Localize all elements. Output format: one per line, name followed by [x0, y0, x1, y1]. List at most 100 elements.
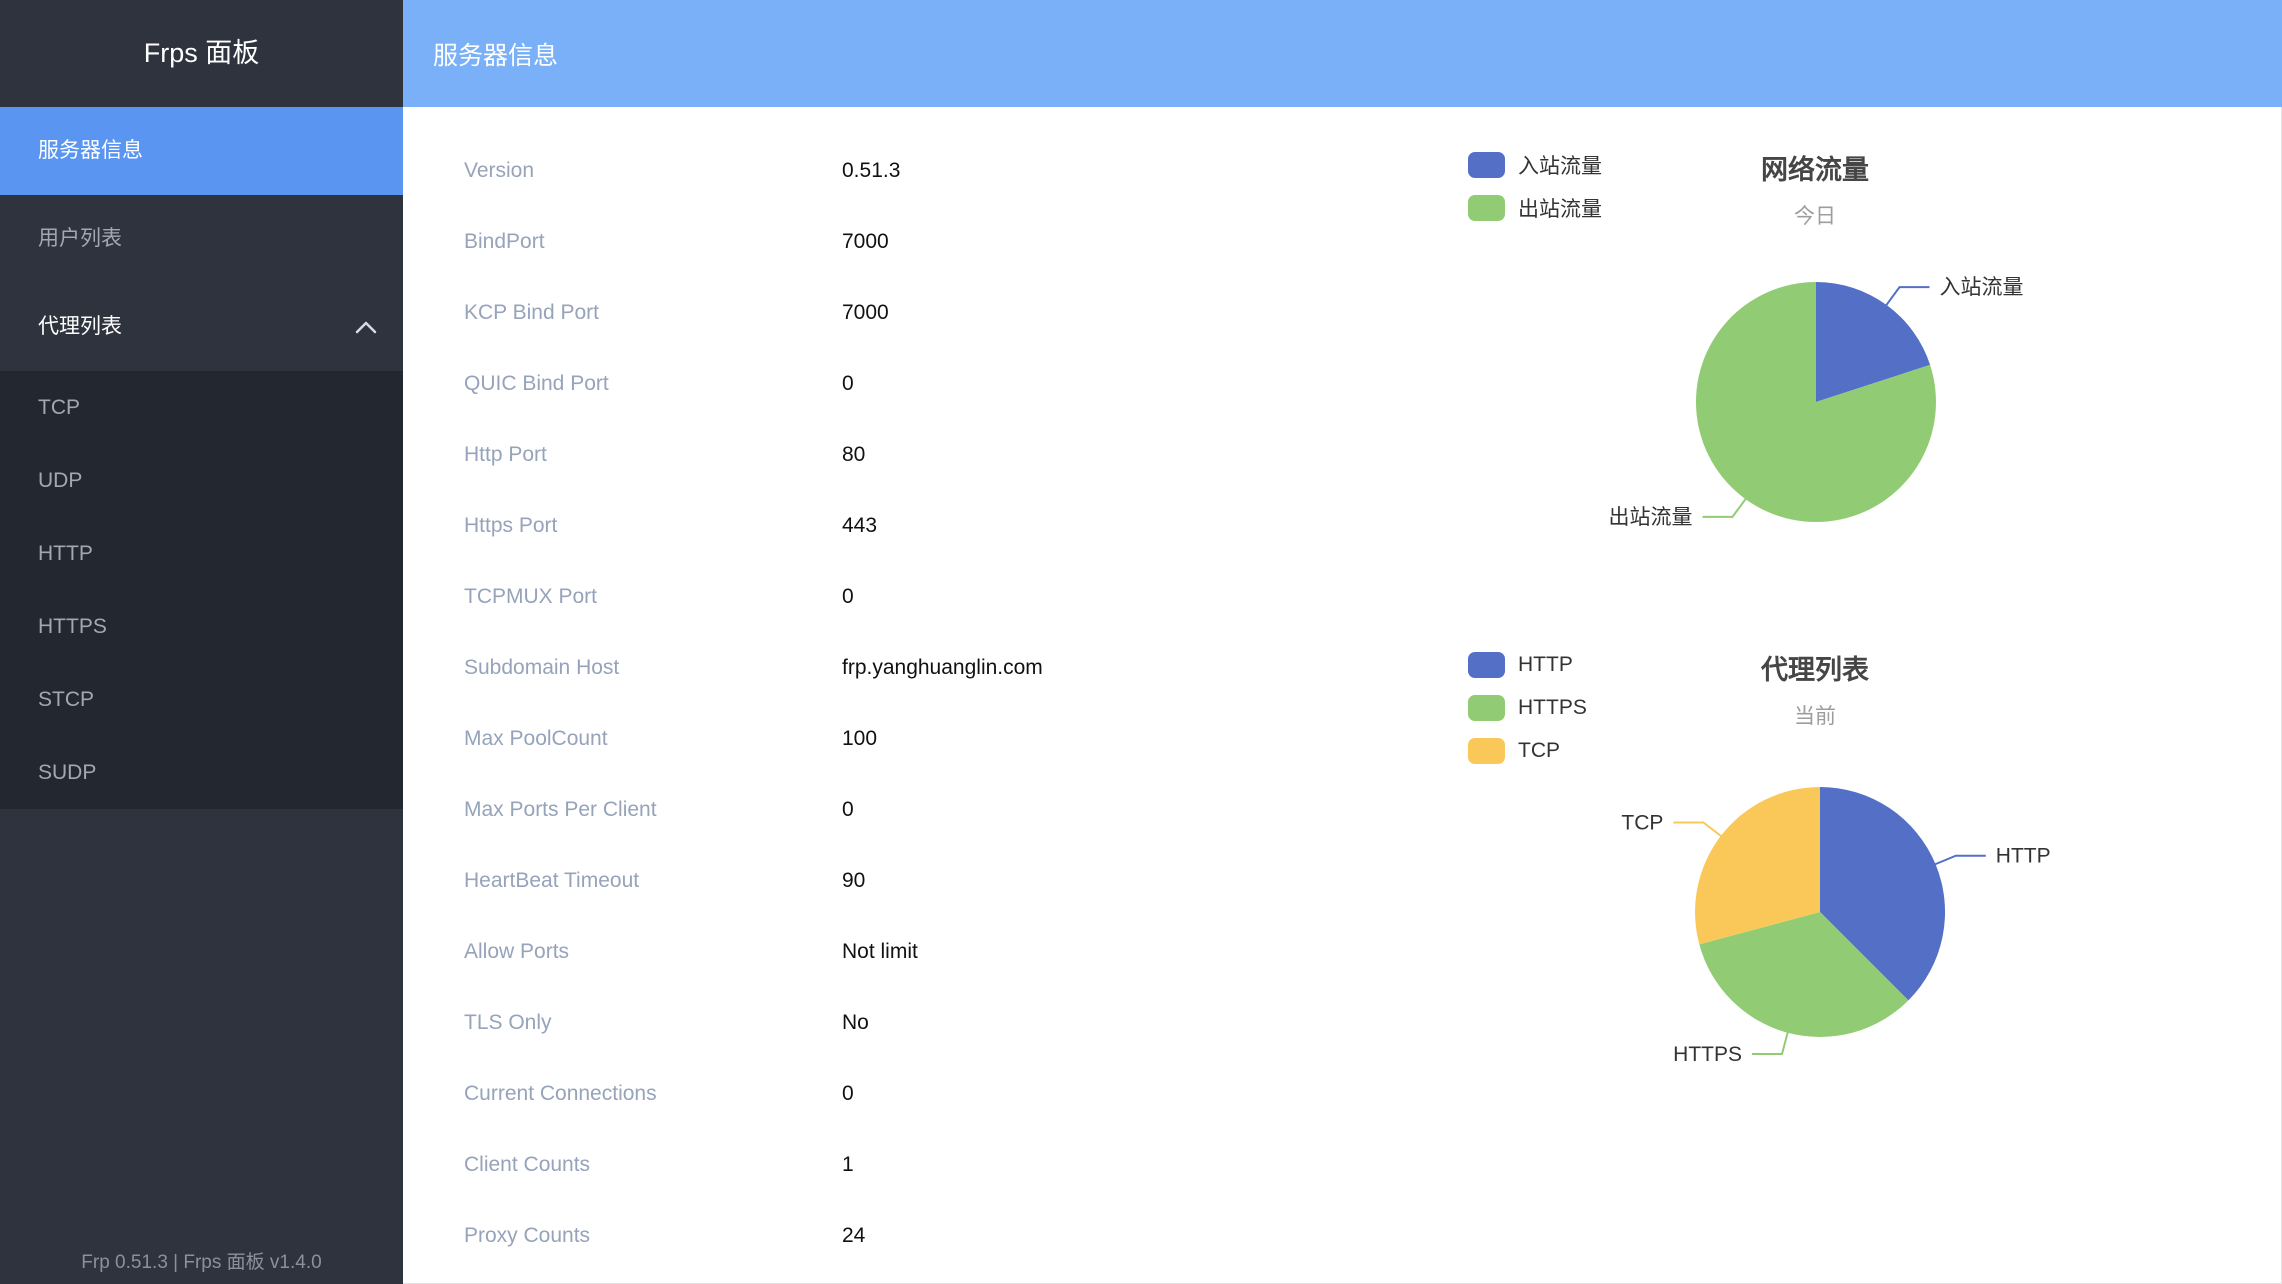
sidebar-item-label: 服务器信息 — [38, 139, 143, 162]
info-value: 0 — [842, 371, 854, 395]
info-row: BindPort 7000 — [403, 206, 1433, 277]
info-value: 0 — [842, 1081, 854, 1105]
pie-slice-TCP[interactable] — [1695, 787, 1820, 945]
info-value: 1 — [842, 1152, 854, 1176]
info-row: Https Port 443 — [403, 490, 1433, 561]
info-row: HeartBeat Timeout 90 — [403, 845, 1433, 916]
info-row: TLS Only No — [403, 987, 1433, 1058]
pie-label-line — [1934, 854, 1986, 866]
pie-label-line — [1702, 497, 1747, 518]
info-value: 0 — [842, 584, 854, 608]
app-title: Frps 面板 — [143, 38, 260, 68]
info-row: Max PoolCount 100 — [403, 703, 1433, 774]
legend-swatch — [1468, 195, 1505, 221]
info-label: TCPMUX Port — [464, 584, 598, 608]
legend-item-入站流量[interactable]: 入站流量 — [1468, 152, 1602, 178]
info-label: KCP Bind Port — [464, 300, 600, 324]
legend-label: HTTPS — [1518, 696, 1587, 719]
pie-label-入站流量: 入站流量 — [1940, 276, 2024, 299]
pie-label-HTTPS: HTTPS — [1673, 1043, 1742, 1066]
pie-label-line — [1673, 821, 1723, 838]
info-value: 24 — [842, 1223, 866, 1247]
info-value: 0 — [842, 797, 854, 821]
chart-network-traffic: 入站流量 出站流量 网络流量 今日 入站流量 出站流量 — [1440, 120, 2270, 610]
info-value: No — [842, 1010, 869, 1034]
sidebar: Frps 面板 服务器信息用户列表代理列表 TCP UDP HTTP HTTPS STC… — [0, 0, 403, 1284]
pie-label-出站流量: 出站流量 — [1609, 506, 1693, 529]
legend-label: 出站流量 — [1518, 198, 1602, 221]
info-value: 80 — [842, 442, 866, 466]
info-label: Http Port — [464, 442, 547, 466]
legend-swatch — [1468, 695, 1505, 721]
chart-legend: HTTP HTTPS TCP — [1468, 652, 1587, 781]
pie-slice-出站流量[interactable] — [1695, 282, 1936, 522]
info-label: QUIC Bind Port — [464, 371, 609, 395]
sidebar-subitem-tcp[interactable]: TCP — [38, 396, 80, 419]
legend-label: 入站流量 — [1518, 155, 1602, 178]
topbar: 服务器信息 — [403, 0, 2282, 107]
chevron-up-icon — [355, 321, 377, 334]
sidebar-item-服务器信息[interactable]: 服务器信息 — [0, 107, 403, 195]
sidebar-subitem-sudp[interactable]: SUDP — [38, 761, 97, 784]
legend-item-HTTP[interactable]: HTTP — [1468, 652, 1587, 678]
info-value: 7000 — [842, 229, 889, 253]
info-value: Not limit — [842, 939, 918, 963]
info-row: Max Ports Per Client 0 — [403, 774, 1433, 845]
info-label: BindPort — [464, 229, 545, 253]
sidebar-item-label: 用户列表 — [38, 227, 122, 250]
info-value: frp.yanghuanglin.com — [842, 655, 1043, 679]
info-label: Allow Ports — [464, 939, 570, 963]
info-label: TLS Only — [464, 1010, 552, 1034]
info-row: Subdomain Host frp.yanghuanglin.com — [403, 632, 1433, 703]
chart-subtitle: 今日 — [1794, 205, 1836, 228]
info-label: Version — [464, 158, 535, 182]
pie-slice-HTTPS[interactable] — [1699, 912, 1909, 1037]
legend-swatch — [1468, 738, 1505, 764]
info-label: Proxy Counts — [464, 1223, 591, 1247]
sidebar-subitem-stcp[interactable]: STCP — [38, 688, 95, 711]
info-label: Max Ports Per Client — [464, 797, 657, 821]
pie-slice-入站流量[interactable] — [1816, 282, 1931, 402]
info-row: KCP Bind Port 7000 — [403, 277, 1433, 348]
sidebar-item-用户列表[interactable]: 用户列表 — [0, 195, 403, 283]
info-row: TCPMUX Port 0 — [403, 561, 1433, 632]
info-row: Version 0.51.3 — [403, 135, 1433, 206]
server-info-list: Version 0.51.3 BindPort 7000 KCP Bind Port 70… — [403, 107, 1433, 1271]
chart-title: 代理列表 — [1761, 655, 1869, 685]
info-row: Client Counts 1 — [403, 1129, 1433, 1200]
pie-label-line — [1752, 1031, 1789, 1055]
legend-swatch — [1468, 652, 1505, 678]
info-row: Current Connections 0 — [403, 1058, 1433, 1129]
chart-legend: 入站流量 出站流量 — [1468, 152, 1602, 238]
legend-item-HTTPS[interactable]: HTTPS — [1468, 695, 1587, 721]
info-value: 443 — [842, 513, 878, 537]
info-row: QUIC Bind Port 0 — [403, 348, 1433, 419]
info-label: Client Counts — [464, 1152, 591, 1176]
info-row: Http Port 80 — [403, 419, 1433, 490]
info-row: Allow Ports Not limit — [403, 916, 1433, 987]
sidebar-item-代理列表[interactable]: 代理列表 — [0, 283, 403, 371]
sidebar-submenu: TCP UDP HTTP HTTPS STCP SUDP — [0, 371, 403, 809]
pie-label-TCP: TCP — [1621, 812, 1663, 835]
page-title: 服务器信息 — [433, 41, 559, 70]
legend-item-出站流量[interactable]: 出站流量 — [1468, 195, 1602, 221]
sidebar-item-label: 代理列表 — [38, 315, 122, 338]
info-label: Subdomain Host — [464, 655, 620, 679]
chart-proxy-list: HTTP HTTPS TCP 代理列表 当前 HTTP HTTPS TCP — [1440, 620, 2270, 1180]
info-value: 0.51.3 — [842, 158, 901, 182]
sidebar-subitem-udp[interactable]: UDP — [38, 469, 83, 492]
pie-slice-HTTP[interactable] — [1820, 787, 1946, 1001]
pie-label-HTTP: HTTP — [1996, 845, 2051, 868]
legend-label: HTTP — [1518, 653, 1573, 676]
info-value: 7000 — [842, 300, 889, 324]
legend-label: TCP — [1518, 739, 1560, 762]
sidebar-subitem-http[interactable]: HTTP — [38, 542, 93, 565]
info-label: Https Port — [464, 513, 558, 537]
info-row: Proxy Counts 24 — [403, 1200, 1433, 1271]
sidebar-subitem-https[interactable]: HTTPS — [38, 615, 107, 638]
legend-item-TCP[interactable]: TCP — [1468, 738, 1587, 764]
info-value: 100 — [842, 726, 878, 750]
chart-title: 网络流量 — [1761, 155, 1869, 185]
legend-swatch — [1468, 152, 1505, 178]
